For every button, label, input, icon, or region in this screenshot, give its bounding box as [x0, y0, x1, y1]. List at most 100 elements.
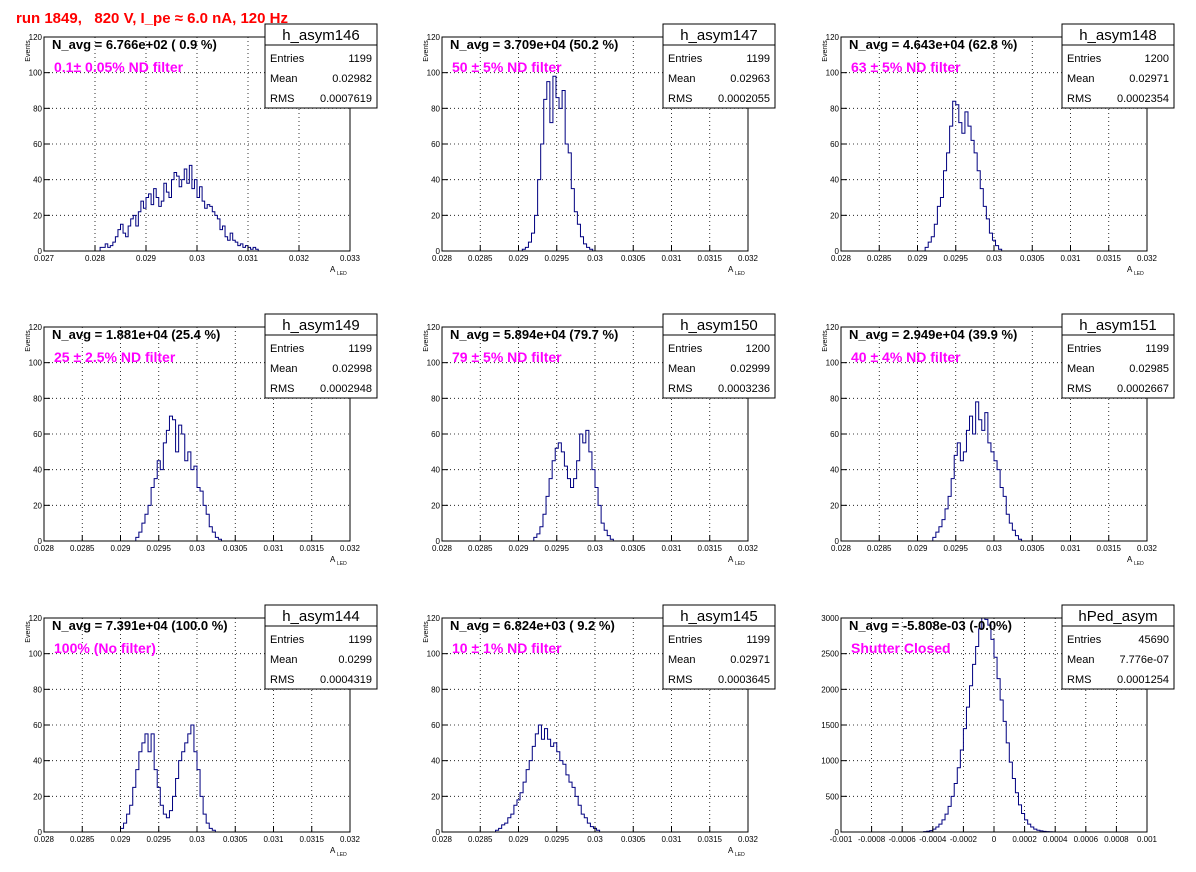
navg-label: N_avg = 1.881e+04 (25.4 %): [52, 327, 220, 342]
y-tick-label: 500: [826, 792, 840, 801]
stats-value: 0.02999: [730, 363, 770, 375]
y-tick-label: 60: [830, 140, 839, 149]
histogram-pad: 0.027 0.028 0.029 0.03 0.031 0.032 0.033 0 20 40 6…: [25, 23, 378, 277]
filter-annotation: Shutter Closed: [851, 640, 951, 656]
x-tick-label: 0.0305: [621, 835, 646, 844]
y-tick-label: 0: [436, 247, 441, 256]
x-tick-label: -0.0004: [919, 835, 947, 844]
y-tick-label: 60: [33, 430, 42, 439]
x-tick-label: 0.029: [508, 835, 529, 844]
stats-label: Mean: [270, 654, 298, 666]
x-tick-label: 0.001: [1137, 835, 1158, 844]
x-tick-label: 0: [992, 835, 997, 844]
x-axis-title-subscript: LED: [735, 271, 745, 277]
y-tick-label: 80: [431, 394, 440, 403]
stats-label: Entries: [1067, 634, 1102, 646]
stats-box: [1061, 334, 1175, 399]
x-tick-label: 0.0305: [1020, 254, 1045, 263]
y-tick-label: 60: [431, 140, 440, 149]
y-tick-label: 40: [33, 757, 42, 766]
y-tick-label: 60: [830, 430, 839, 439]
y-tick-label: 120: [29, 33, 43, 42]
stats-value: 0.0003645: [718, 674, 770, 686]
x-tick-label: 0.03: [189, 835, 205, 844]
x-tick-label: 0.0295: [545, 254, 570, 263]
x-axis-title: A: [728, 555, 734, 564]
histogram-line: [533, 429, 614, 541]
stats-value: 1199: [348, 53, 372, 65]
x-tick-label: 0.03: [587, 544, 603, 553]
x-tick-label: 0.031: [1060, 254, 1081, 263]
x-axis-title: A: [728, 265, 734, 274]
histogram-line: [120, 724, 216, 832]
x-tick-label: 0.028: [831, 544, 852, 553]
x-tick-label: 0.03: [587, 254, 603, 263]
x-tick-label: 0.0295: [147, 544, 172, 553]
histogram-pad: -0.001 -0.0008 -0.0006 -0.0004 -0.0002 0 0.000…: [821, 604, 1175, 844]
stats-box: [264, 334, 378, 399]
y-axis-title: Events: [25, 330, 32, 352]
stats-label: RMS: [1067, 383, 1091, 395]
filter-annotation: 100% (No filter): [54, 640, 156, 656]
x-tick-label: 0.031: [263, 544, 284, 553]
stats-value: 0.0003236: [718, 383, 770, 395]
x-axis-title-subscript: LED: [735, 561, 745, 567]
y-tick-label: 40: [431, 176, 440, 185]
y-tick-label: 100: [826, 69, 840, 78]
x-tick-label: 0.0006: [1074, 835, 1099, 844]
x-tick-label: 0.03: [986, 254, 1002, 263]
filter-annotation: 50 ± 5% ND filter: [452, 59, 562, 75]
y-tick-label: 60: [33, 721, 42, 730]
hist-name: h_asym149: [282, 317, 360, 334]
hist-name: h_asym145: [680, 608, 758, 625]
x-tick-label: 0.0305: [621, 544, 646, 553]
x-tick-label: 0.028: [432, 544, 453, 553]
x-tick-label: 0.031: [661, 835, 682, 844]
y-tick-label: 20: [33, 792, 42, 801]
histogram-pad: 0.028 0.0285 0.029 0.0295 0.03 0.0305 0.031 0.0…: [25, 604, 378, 858]
stats-box: [662, 334, 776, 399]
stats-value: 0.0004319: [320, 674, 372, 686]
x-axis-title-subscript: LED: [337, 852, 347, 858]
x-tick-label: 0.029: [110, 544, 131, 553]
x-tick-label: 0.0315: [300, 544, 325, 553]
x-tick-label: 0.027: [34, 254, 55, 263]
x-tick-label: 0.029: [508, 254, 529, 263]
navg-label: N_avg = 7.391e+04 (100.0 %): [52, 618, 228, 633]
filter-annotation: 40 ± 4% ND filter: [851, 349, 961, 365]
y-tick-label: 20: [431, 501, 440, 510]
stats-label: Mean: [270, 363, 298, 375]
stats-value: 0.0002667: [1117, 383, 1169, 395]
hist-name: h_asym146: [282, 27, 360, 44]
x-tick-label: -0.001: [830, 835, 853, 844]
y-tick-label: 40: [431, 757, 440, 766]
histogram-line: [924, 100, 1003, 251]
x-tick-label: 0.032: [340, 835, 361, 844]
navg-label: N_avg = 2.949e+04 (39.9 %): [849, 327, 1017, 342]
x-tick-label: 0.028: [34, 544, 55, 553]
x-tick-label: 0.031: [661, 254, 682, 263]
x-tick-label: 0.029: [907, 254, 928, 263]
hist-name: h_asym144: [282, 608, 360, 625]
stats-label: Mean: [1067, 654, 1095, 666]
y-tick-label: 40: [33, 176, 42, 185]
y-tick-label: 40: [431, 466, 440, 475]
y-tick-label: 60: [431, 430, 440, 439]
y-tick-label: 20: [830, 211, 839, 220]
y-tick-label: 100: [826, 359, 840, 368]
stats-box: [1061, 625, 1175, 690]
x-tick-label: 0.028: [85, 254, 106, 263]
x-tick-label: 0.031: [1060, 544, 1081, 553]
y-tick-label: 80: [33, 104, 42, 113]
x-axis-title-subscript: LED: [337, 561, 347, 567]
stats-label: Entries: [270, 53, 305, 65]
x-tick-label: 0.0295: [944, 544, 969, 553]
stats-value: 45690: [1138, 634, 1169, 646]
x-tick-label: 0.0315: [1097, 254, 1122, 263]
x-tick-label: 0.0285: [468, 254, 493, 263]
y-tick-label: 100: [29, 650, 43, 659]
x-tick-label: 0.0305: [223, 544, 248, 553]
stats-label: RMS: [270, 383, 294, 395]
stats-box: [1061, 44, 1175, 109]
x-axis-title: A: [330, 265, 336, 274]
